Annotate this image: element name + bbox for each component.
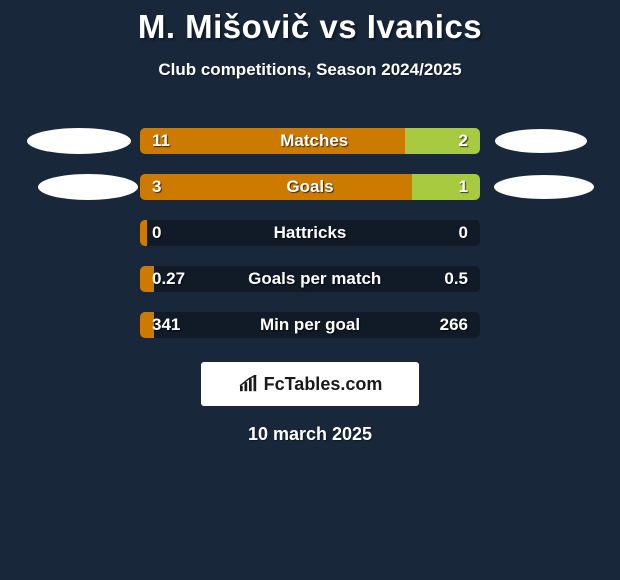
stat-bar: 341Min per goal266 <box>140 312 480 338</box>
bar-label: 11Matches2 <box>140 128 480 154</box>
stat-row: 0Hattricks0 <box>0 210 620 256</box>
page-title: M. Mišovič vs Ivanics <box>0 0 620 46</box>
stat-bar: 3Goals1 <box>140 174 480 200</box>
stat-name: Min per goal <box>180 315 439 335</box>
value-right: 266 <box>440 315 468 335</box>
stat-row: 0.27Goals per match0.5 <box>0 256 620 302</box>
stat-row: 341Min per goal266 <box>0 302 620 348</box>
player-oval-right <box>495 129 587 153</box>
bar-label: 341Min per goal266 <box>140 312 480 338</box>
player-oval-left <box>38 174 138 200</box>
stat-row: 11Matches2 <box>0 118 620 164</box>
brand-text: FcTables.com <box>264 374 383 395</box>
player-oval-right <box>494 175 594 199</box>
right-side <box>480 129 602 153</box>
bar-label: 0Hattricks0 <box>140 220 480 246</box>
value-left: 341 <box>152 315 180 335</box>
stat-name: Goals per match <box>185 269 444 289</box>
value-right: 0 <box>459 223 468 243</box>
value-left: 3 <box>152 177 161 197</box>
stats-container: 11Matches2 3Goals1 0Hattricks0 0.27Goals pe… <box>0 118 620 348</box>
value-right: 2 <box>459 131 468 151</box>
subtitle: Club competitions, Season 2024/2025 <box>0 46 620 80</box>
bar-chart-icon <box>238 375 260 393</box>
left-side <box>18 174 140 200</box>
bar-label: 0.27Goals per match0.5 <box>140 266 480 292</box>
value-right: 0.5 <box>444 269 468 289</box>
stat-name: Hattricks <box>161 223 458 243</box>
bar-label: 3Goals1 <box>140 174 480 200</box>
stat-bar: 0.27Goals per match0.5 <box>140 266 480 292</box>
stat-row: 3Goals1 <box>0 164 620 210</box>
value-left: 0 <box>152 223 161 243</box>
stat-name: Goals <box>161 177 458 197</box>
value-right: 1 <box>459 177 468 197</box>
brand-badge: FcTables.com <box>201 362 419 406</box>
stat-name: Matches <box>170 131 459 151</box>
value-left: 0.27 <box>152 269 185 289</box>
date-label: 10 march 2025 <box>0 406 620 445</box>
value-left: 11 <box>152 131 170 151</box>
player-oval-left <box>27 128 131 154</box>
stat-bar: 11Matches2 <box>140 128 480 154</box>
stat-bar: 0Hattricks0 <box>140 220 480 246</box>
left-side <box>18 128 140 154</box>
right-side <box>480 175 602 199</box>
